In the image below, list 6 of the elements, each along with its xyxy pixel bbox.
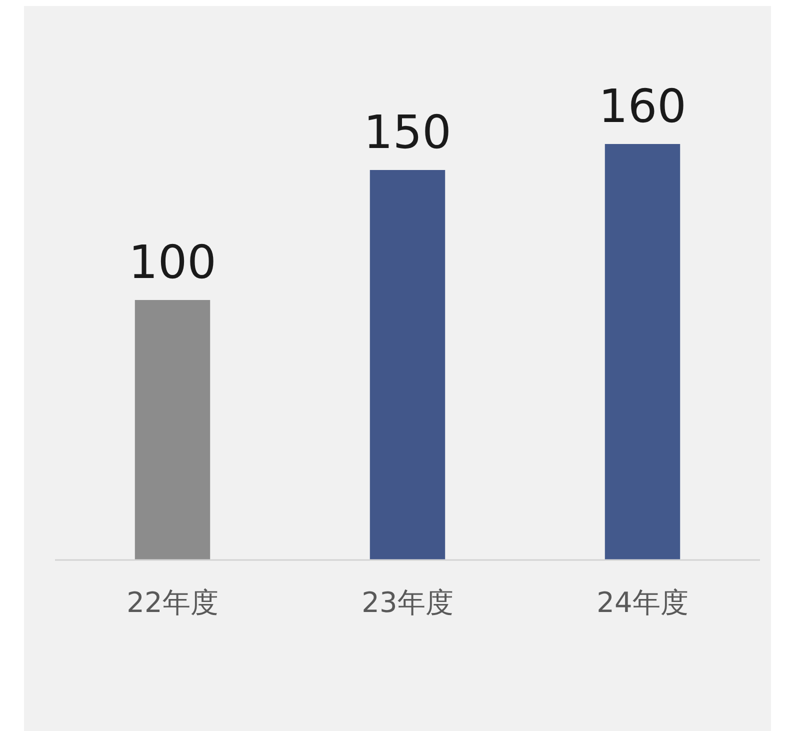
x-tick-label: 22年度	[126, 586, 218, 619]
x-tick-label: 23年度	[362, 586, 454, 619]
x-tick-label: 24年度	[596, 586, 688, 619]
data-label: 150	[364, 105, 452, 159]
data-label: 160	[598, 79, 686, 133]
data-label: 100	[128, 235, 216, 289]
